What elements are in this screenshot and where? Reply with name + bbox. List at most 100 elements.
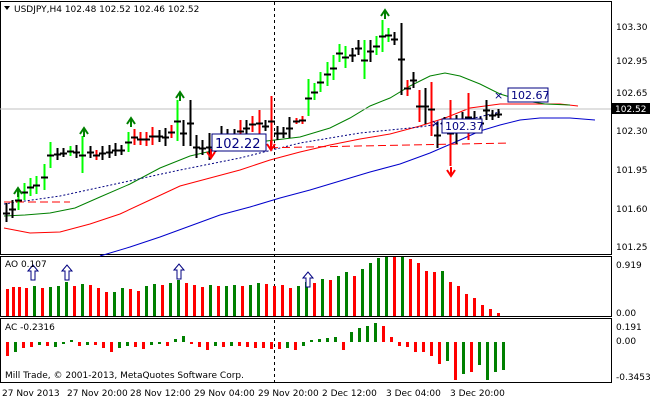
ao-bar [305, 282, 308, 316]
level-dashed-line [257, 142, 511, 149]
price-bar [162, 128, 169, 146]
ac-bar [334, 337, 337, 342]
price-tick: 101.25 [616, 243, 648, 253]
ac-bar [62, 342, 65, 344]
ac-bar [6, 342, 9, 356]
ac-scale-zero: 0.00 [616, 337, 636, 347]
ao-bar [121, 288, 124, 316]
ac-bar [22, 342, 25, 348]
ac-bar [78, 342, 81, 346]
price-bar [434, 122, 441, 148]
price-bar [311, 83, 318, 100]
time-tick: 28 Nov 12:00 [130, 389, 191, 399]
ac-bar [494, 342, 497, 372]
price-bar [355, 40, 362, 55]
ao-signal-arrow-icon [301, 271, 315, 288]
ac-bar [342, 342, 345, 350]
price-bar [349, 48, 356, 62]
ao-bar [409, 259, 412, 316]
ac-bar [118, 342, 121, 348]
ac-bar [222, 342, 225, 347]
ac-bar [294, 342, 297, 350]
price-tick: 102.65 [616, 89, 648, 99]
ac-bar [230, 342, 233, 346]
price-bar [193, 135, 200, 158]
price-tick: 101.60 [616, 205, 648, 215]
ac-bar [462, 342, 465, 374]
price-tick: 102.30 [616, 127, 648, 137]
price-bar [87, 146, 94, 158]
price-bar [336, 44, 343, 62]
price-bar [385, 28, 392, 42]
ao-bar [369, 263, 372, 316]
price-bar [199, 140, 206, 155]
ao-bar [345, 272, 348, 316]
time-tick: 2 Dec 12:00 [322, 389, 377, 399]
price-bar [67, 146, 74, 156]
ao-bar [89, 285, 92, 316]
time-axis: 27 Nov 2013 27 Nov 20:00 28 Nov 12:00 29… [2, 389, 505, 399]
ac-bar [14, 342, 17, 352]
ac-bar [238, 342, 241, 346]
ac-bar [198, 342, 201, 347]
price-label-102-37: 102.37 [441, 118, 484, 134]
price-bar [398, 23, 405, 95]
price-bar [268, 96, 275, 145]
ao-bar [401, 257, 404, 316]
ao-bar [497, 313, 500, 316]
ma-green-line [3, 72, 571, 217]
ac-bar [46, 342, 49, 346]
price-bar [293, 118, 300, 124]
price-bar [99, 146, 106, 160]
price-bar [483, 100, 490, 120]
fractal-down-icon [266, 141, 276, 152]
price-bar [416, 90, 423, 122]
ao-bar [329, 280, 332, 316]
ao-bar [193, 285, 196, 316]
ao-title: AO 0.107 [5, 260, 47, 270]
fractal-up-icon [380, 8, 390, 19]
ao-bar [449, 282, 452, 316]
ao-bar [97, 288, 100, 316]
ao-bar [241, 286, 244, 316]
price-bar [305, 79, 312, 116]
time-tick: 3 Dec 04:00 [386, 389, 441, 399]
cross-marker-icon: × [431, 117, 440, 130]
price-bar [33, 176, 40, 194]
ac-bar [214, 342, 217, 346]
price-bar [391, 32, 398, 45]
ac-bar [286, 342, 289, 348]
ao-bar [161, 285, 164, 316]
fractal-down-icon [446, 167, 456, 178]
price-bar [60, 148, 67, 157]
ao-bar [481, 305, 484, 316]
fractal-up-icon [13, 186, 23, 197]
price-bar [174, 100, 181, 141]
main-pane[interactable] [0, 1, 612, 255]
ao-bar [177, 280, 180, 316]
ac-bar [150, 342, 153, 345]
ao-bar [81, 284, 84, 316]
ao-bar [433, 272, 436, 316]
ac-bar [110, 342, 113, 352]
price-bar [79, 136, 86, 173]
price-bar [299, 116, 306, 124]
ac-bar [262, 342, 265, 348]
ac-bar [102, 342, 105, 348]
ao-bar [225, 286, 228, 316]
time-tick: 27 Nov 2013 [2, 389, 60, 399]
chevron-down-icon[interactable] [4, 6, 10, 10]
ac-pane[interactable] [0, 318, 612, 383]
price-bar [361, 40, 368, 79]
ac-bar [390, 337, 393, 342]
ac-bar [38, 342, 41, 345]
ac-scale-min: -0.3453 [616, 373, 650, 383]
price-bar [187, 100, 194, 146]
ac-bar [158, 342, 161, 344]
ac-bar [318, 339, 321, 342]
ao-bar [153, 284, 156, 316]
ao-bar [65, 282, 68, 316]
ac-bar [502, 342, 505, 370]
ao-bar [12, 287, 15, 316]
